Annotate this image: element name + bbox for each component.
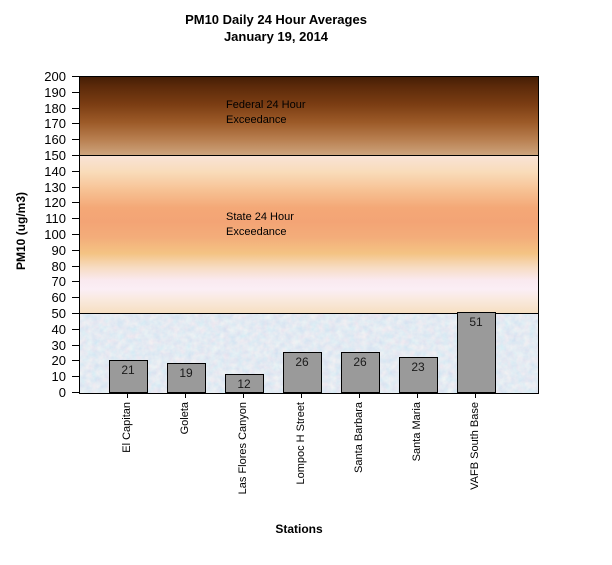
station-label: VAFB South Base	[469, 402, 481, 490]
y-tick-label: 180	[44, 100, 66, 116]
y-tick-label: 200	[44, 69, 66, 84]
y-tick	[72, 76, 79, 77]
chart-subtitle: January 19, 2014	[223, 29, 329, 44]
bar: 23	[398, 357, 438, 393]
bar: 19	[166, 363, 206, 393]
bar-value-label: 12	[237, 377, 251, 391]
x-tick	[301, 393, 302, 398]
y-tick-label: 30	[51, 337, 66, 353]
y-tick	[72, 313, 79, 314]
y-tick-label: 100	[44, 227, 66, 242]
bar: 26	[282, 352, 322, 393]
x-tick	[417, 393, 418, 398]
y-tick-label: 70	[51, 274, 66, 290]
zone-state-exceedance	[80, 156, 538, 314]
federal-exceedance-label: Federal 24 Hour Exceedance	[226, 99, 306, 126]
plot-area: Federal 24 Hour Exceedance State 24 Hour…	[79, 76, 539, 394]
y-tick-label: 110	[45, 211, 66, 227]
x-tick	[185, 393, 186, 398]
y-tick-label: 190	[44, 84, 66, 100]
bar: 26	[340, 352, 380, 393]
station-label: Santa Maria	[411, 402, 423, 462]
bars-layer: 21 19 12 26 26 23 51	[80, 77, 538, 393]
bar-value-label: 21	[121, 363, 135, 377]
bar-value-label: 23	[411, 360, 425, 374]
y-tick	[72, 392, 79, 393]
y-tick-label: 0	[58, 385, 66, 400]
x-axis-title: Stations	[275, 522, 323, 536]
bar-value-label: 51	[469, 315, 483, 329]
y-tick	[72, 170, 79, 172]
station-label: Lompoc H Street	[295, 402, 307, 485]
chart-header: PM10 Daily 24 Hour Averages January 19, …	[0, 11, 552, 45]
x-tick	[475, 393, 476, 398]
y-tick	[72, 328, 79, 330]
y-tick	[72, 265, 79, 267]
y-tick-label: 80	[51, 258, 66, 274]
y-tick-label: 150	[44, 148, 66, 163]
y-tick-label: 130	[44, 179, 66, 195]
y-tick	[72, 249, 79, 251]
y-tick	[72, 297, 79, 299]
y-tick	[72, 155, 79, 156]
y-tick	[72, 202, 79, 204]
bar: 51	[456, 312, 496, 393]
y-tick-label: 60	[51, 290, 66, 306]
x-axis: El Capitan Goleta Las Flores Canyon Lompoc …	[79, 393, 537, 553]
y-axis: 0 10 20 30 40 50 60 70 80 90 100 110 120 130 140 150 160…	[0, 69, 79, 400]
bar: 12	[224, 374, 264, 393]
y-tick	[72, 186, 79, 188]
state-exceedance-label: State 24 Hour Exceedance	[226, 211, 294, 238]
bar-value-label: 26	[353, 355, 367, 369]
y-tick-label: 140	[44, 163, 66, 179]
x-tick	[127, 393, 128, 398]
y-tick	[72, 123, 79, 125]
y-tick-label: 20	[51, 353, 66, 369]
station-label: Goleta	[179, 402, 191, 435]
y-tick	[72, 91, 79, 93]
bar-value-label: 26	[295, 355, 309, 369]
y-tick-label: 170	[44, 116, 66, 132]
y-tick-label: 10	[51, 369, 66, 385]
y-tick	[72, 344, 79, 346]
station-label: Las Flores Canyon	[237, 402, 249, 495]
bar: 21	[108, 360, 148, 393]
y-tick-label: 120	[44, 195, 66, 211]
zone-federal-exceedance	[80, 77, 538, 156]
bar-value-label: 19	[179, 366, 193, 380]
y-tick	[72, 139, 79, 141]
y-tick	[72, 376, 79, 378]
y-tick	[72, 218, 79, 220]
y-tick	[72, 234, 79, 235]
y-tick	[72, 107, 79, 109]
chart-title: PM10 Daily 24 Hour Averages	[185, 12, 367, 27]
station-label: Santa Barbara	[353, 402, 365, 473]
y-tick-label: 160	[44, 132, 66, 148]
x-tick	[359, 393, 360, 398]
station-label: El Capitan	[121, 402, 133, 453]
y-tick-label: 50	[51, 306, 66, 321]
y-tick-label: 40	[51, 321, 66, 337]
y-tick-label: 90	[51, 242, 66, 258]
y-tick	[72, 360, 79, 362]
x-tick	[243, 393, 244, 398]
y-tick	[72, 281, 79, 283]
